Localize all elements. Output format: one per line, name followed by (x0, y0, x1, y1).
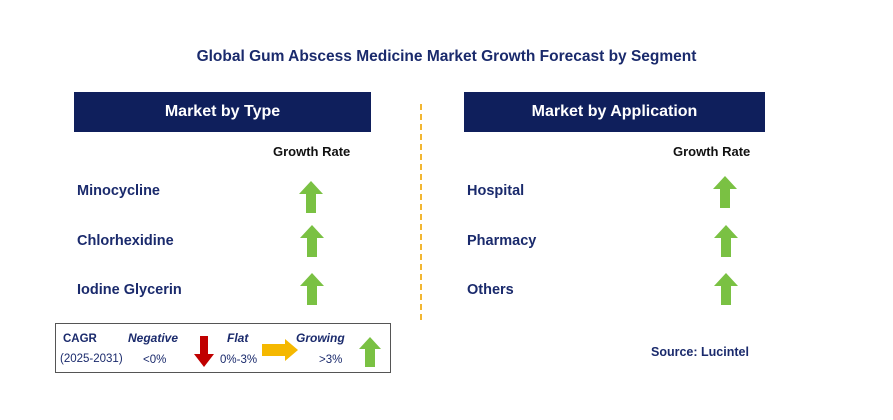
up-arrow-icon (300, 273, 324, 305)
cagr-legend: CAGR (2025-2031) Negative <0% Flat 0%-3%… (55, 323, 391, 373)
type-panel-header: Market by Type (74, 92, 371, 132)
down-arrow-icon (194, 336, 214, 367)
type-item-iodine-glycerin: Iodine Glycerin (77, 282, 182, 298)
type-growth-rate-label: Growth Rate (273, 144, 351, 159)
up-arrow-icon (713, 176, 737, 208)
legend-flat-range: 0%-3% (220, 354, 258, 366)
up-arrow-icon (714, 273, 738, 305)
type-item-minocycline: Minocycline (77, 183, 160, 199)
type-item-chlorhexidine: Chlorhexidine (77, 233, 174, 249)
panel-divider (420, 104, 422, 320)
right-arrow-icon (262, 339, 298, 361)
application-item-others: Others (467, 282, 514, 298)
application-item-hospital: Hospital (467, 183, 525, 199)
up-arrow-icon (299, 181, 323, 213)
chart-title: Global Gum Abscess Medicine Market Growt… (196, 48, 697, 65)
legend-growing-range: >3% (319, 354, 343, 366)
legend-negative-range: <0% (143, 354, 167, 366)
application-item-pharmacy: Pharmacy (467, 233, 537, 249)
up-arrow-icon (714, 225, 738, 257)
legend-flat-label: Flat (227, 331, 249, 345)
application-panel-header: Market by Application (464, 92, 765, 132)
legend-negative-label: Negative (128, 331, 179, 345)
application-growth-rate-label: Growth Rate (673, 144, 751, 159)
legend-period: (2025-2031) (60, 353, 123, 365)
up-arrow-icon (300, 225, 324, 257)
legend-growing-label: Growing (296, 331, 345, 345)
source-note: Source: Lucintel (651, 345, 749, 359)
up-arrow-icon (359, 337, 381, 367)
legend-cagr-label: CAGR (63, 333, 97, 345)
